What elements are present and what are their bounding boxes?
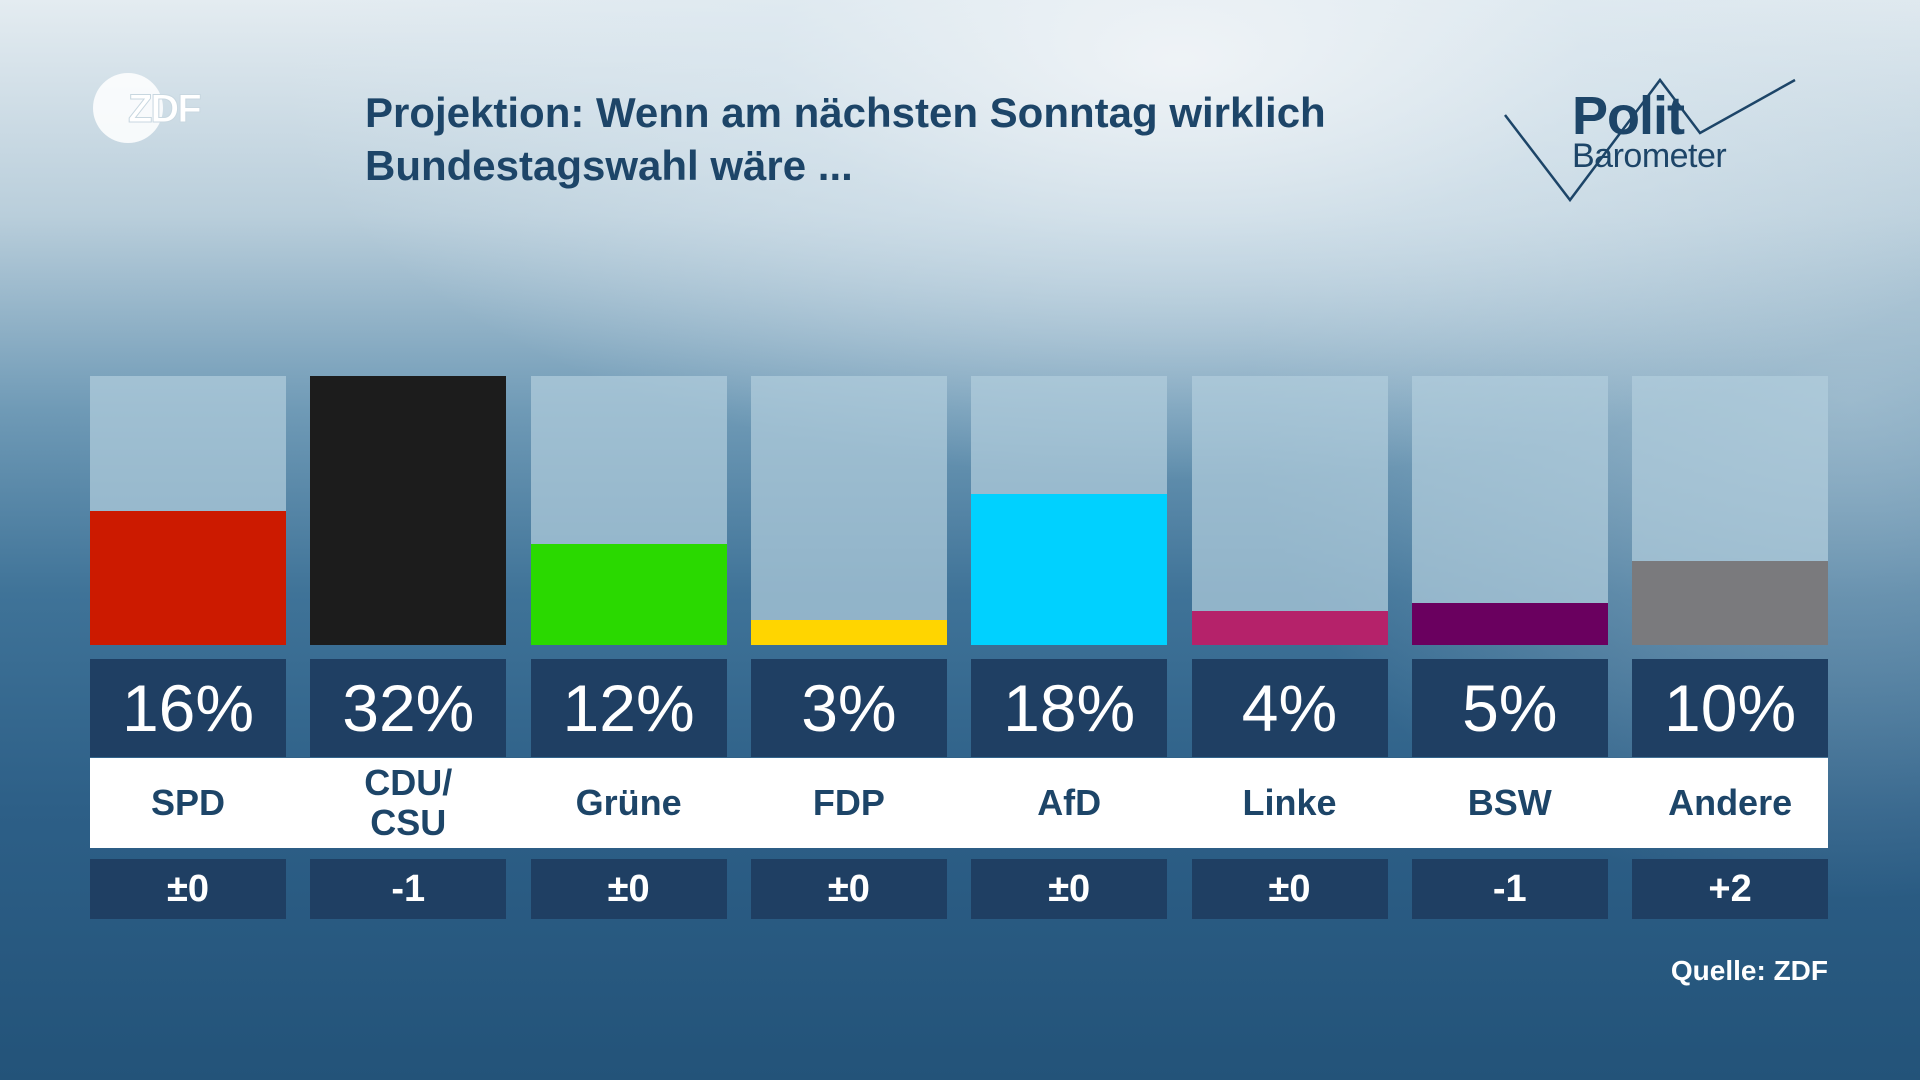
bar-afd xyxy=(971,493,1168,645)
bar-grüne xyxy=(530,544,727,645)
bar-cducsu xyxy=(310,376,507,645)
party-label-afd: AfD xyxy=(1037,782,1102,823)
value-label-linke: 4% xyxy=(1191,659,1388,757)
politbarometer-logo-barometer: Barometer xyxy=(1572,137,1727,175)
chart-title-line2: Bundestagswahl wäre ... xyxy=(365,142,853,189)
change-label-fdp: ±0 xyxy=(750,859,947,919)
bar-bsw xyxy=(1411,602,1608,645)
value-label-cducsu: 32% xyxy=(310,659,507,757)
bar-track-fdp xyxy=(750,376,947,645)
zdf-logo: ZDF xyxy=(93,73,203,143)
chart-title: Projektion: Wenn am nächsten Sonntag wir… xyxy=(365,86,1465,192)
party-label-linke: Linke xyxy=(1242,782,1337,823)
bar-linke xyxy=(1191,611,1388,645)
value-label-fdp: 3% xyxy=(750,659,947,757)
party-label-band xyxy=(90,758,1828,848)
party-label-cducsu: CDU/CSU xyxy=(364,762,453,843)
source-note: Quelle: ZDF xyxy=(1670,955,1828,986)
bar-fdp xyxy=(750,619,947,645)
bar-spd xyxy=(90,510,286,645)
change-label-afd: ±0 xyxy=(971,859,1168,919)
change-label-bsw: -1 xyxy=(1411,859,1608,919)
bar-track-linke xyxy=(1191,376,1388,645)
value-label-spd: 16% xyxy=(90,659,286,757)
politbarometer-logo-polit: Polit xyxy=(1572,86,1685,146)
politbarometer-zigzag-icon xyxy=(1504,77,1796,203)
change-label-spd: ±0 xyxy=(90,859,286,919)
party-label-fdp: FDP xyxy=(812,782,885,823)
zdf-logo-text: ZDF xyxy=(128,87,200,131)
change-label-grüne: ±0 xyxy=(530,859,727,919)
value-label-afd: 18% xyxy=(971,659,1168,757)
value-label-grüne: 12% xyxy=(530,659,727,757)
bar-andere xyxy=(1632,560,1829,645)
party-label-bsw: BSW xyxy=(1467,782,1552,823)
zdf-logo-circle xyxy=(93,73,163,143)
party-label-andere: Andere xyxy=(1668,782,1793,823)
value-label-bsw: 5% xyxy=(1411,659,1608,757)
change-label-cducsu: -1 xyxy=(310,859,507,919)
change-label-andere: +2 xyxy=(1632,859,1829,919)
party-label-spd: SPD xyxy=(150,782,226,823)
change-label-linke: ±0 xyxy=(1191,859,1388,919)
party-label-grüne: Grüne xyxy=(575,782,682,823)
politbarometer-logo: Polit Barometer xyxy=(1500,75,1810,205)
value-label-andere: 10% xyxy=(1632,659,1829,757)
bar-track-bsw xyxy=(1411,376,1608,645)
chart-title-line1: Projektion: Wenn am nächsten Sonntag wir… xyxy=(365,89,1326,136)
